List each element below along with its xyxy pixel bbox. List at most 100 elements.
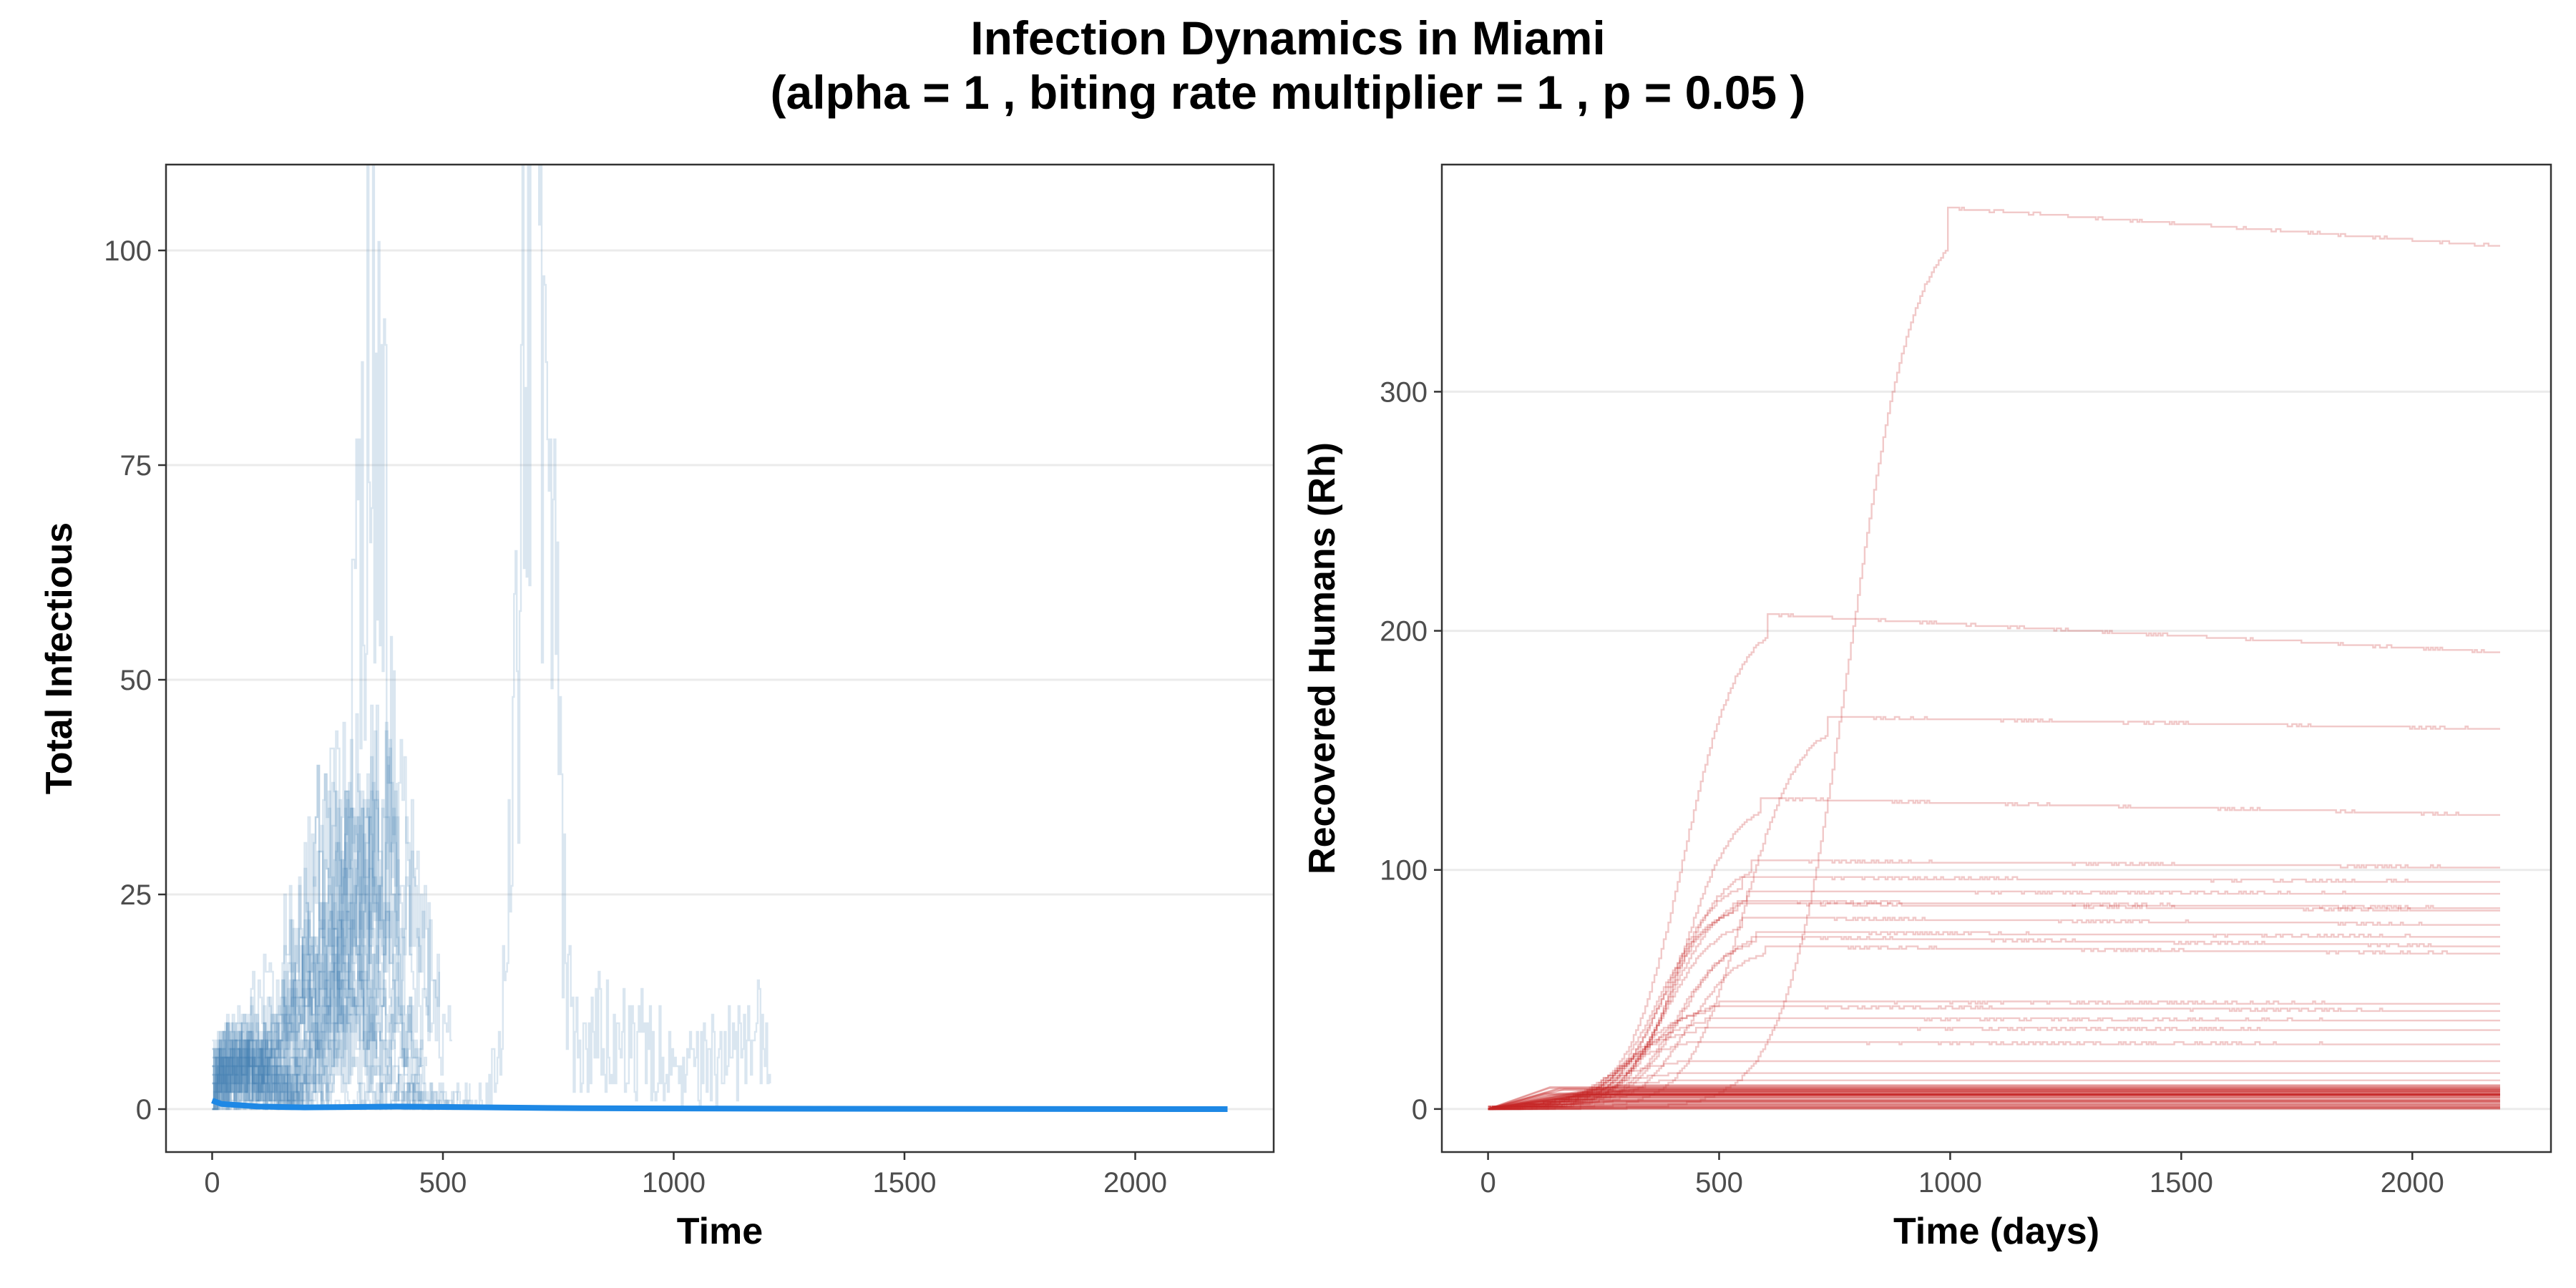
recovered-run-line xyxy=(1488,1093,2500,1111)
infectious-run-line xyxy=(212,902,422,1111)
infectious-run-line xyxy=(212,867,313,1102)
recovered-run-line xyxy=(1488,1103,2500,1111)
recovered-run-line xyxy=(1488,1091,2500,1111)
figure-title-line1: Infection Dynamics in Miami xyxy=(970,11,1606,64)
recovered-run-line xyxy=(1488,1087,2500,1111)
recovered-run-line xyxy=(1488,945,2500,1111)
y-tick-label: 75 xyxy=(120,450,152,482)
infectious-run-line xyxy=(212,713,427,1111)
recovered-run-line xyxy=(1488,1095,2500,1111)
x-tick-label: 1000 xyxy=(642,1167,706,1199)
recovered-run-line xyxy=(1488,1088,2500,1111)
y-tick-label: 100 xyxy=(1380,855,1428,887)
recovered-run-line xyxy=(1488,797,2500,1111)
recovered-run-line xyxy=(1488,936,2500,1111)
recovered-run-line xyxy=(1488,716,2500,1111)
y-tick-label: 0 xyxy=(1412,1094,1428,1126)
recovered-run-line xyxy=(1488,1104,2500,1111)
recovered-run-line xyxy=(1488,1092,2500,1111)
y-tick-label: 200 xyxy=(1380,616,1428,648)
y-axis-label: Recovered Humans (Rh) xyxy=(1302,442,1343,874)
recovered-run-line xyxy=(1488,1093,2500,1111)
x-tick-label: 2000 xyxy=(2381,1167,2444,1199)
recovered-run-line xyxy=(1488,1090,2500,1111)
right-panel-recovered: 0 500 1000 1500 2000 0 100 200 300 Time (days) Rec… xyxy=(1302,163,2552,1252)
infectious-run-line xyxy=(212,970,344,1111)
recovered-run-line xyxy=(1488,1017,2500,1111)
recovered-run-line xyxy=(1488,890,2500,1111)
recovered-run-line xyxy=(1488,1084,2500,1111)
recovered-run-line xyxy=(1488,1098,2500,1111)
x-tick-label: 0 xyxy=(1480,1167,1496,1199)
infectious-run-line xyxy=(212,704,429,1102)
figure-title-line2: (alpha = 1 , biting rate multiplier = 1 … xyxy=(771,66,1806,119)
recovered-run-line xyxy=(1488,1103,2500,1111)
y-tick-label: 300 xyxy=(1380,376,1428,408)
infectious-run-line xyxy=(212,919,459,1111)
x-tick-label: 1500 xyxy=(2150,1167,2213,1199)
recovered-run-line xyxy=(1488,1089,2500,1111)
recovered-run-line xyxy=(1488,613,2500,1111)
panel-border xyxy=(165,163,1275,1153)
infectious-run-line xyxy=(212,859,414,1111)
recovered-run-line xyxy=(1488,1091,2500,1111)
x-tick-label: 500 xyxy=(1695,1167,1743,1199)
recovered-run-line xyxy=(1488,900,2500,1111)
infectious-run-line xyxy=(212,1039,313,1111)
left-panel-infectious: 0 500 1000 1500 2000 0 25 50 75 100 Time Total Infe… xyxy=(39,163,1275,1252)
recovered-run-line xyxy=(1488,1101,2500,1111)
recovered-run-line xyxy=(1488,1060,2500,1111)
recovered-run-line xyxy=(1488,1100,2500,1111)
infectious-run-line xyxy=(212,910,435,1111)
recovered-run-line xyxy=(1488,1102,2500,1111)
y-tick-label: 50 xyxy=(120,665,152,696)
infectious-run-line xyxy=(212,790,424,1111)
axes: 0 500 1000 1500 2000 0 25 50 75 100 Time Total Infe… xyxy=(39,235,1167,1252)
recovered-run-line xyxy=(1488,1088,2500,1111)
x-tick-label: 1500 xyxy=(873,1167,937,1199)
recovered-run-line xyxy=(1488,1087,2500,1110)
axes: 0 500 1000 1500 2000 0 100 200 300 Time (days) Rec… xyxy=(1302,376,2444,1252)
y-tick-label: 25 xyxy=(120,879,152,911)
infectious-run-line xyxy=(212,1013,324,1111)
recovered-run-line xyxy=(1488,1093,2500,1111)
infectious-run-line xyxy=(212,730,378,1111)
recovered-run-line xyxy=(1488,1086,2500,1110)
x-tick-label: 1000 xyxy=(1918,1167,1982,1199)
recovered-run-line xyxy=(1488,1084,2500,1111)
series-recovered-runs xyxy=(1488,206,2500,1111)
infectious-run-line xyxy=(212,790,440,1111)
recovered-run-line xyxy=(1488,1088,2500,1111)
infectious-run-line xyxy=(212,910,408,1102)
recovered-run-line xyxy=(1488,1106,2500,1111)
gridlines xyxy=(1442,390,2551,1111)
recovered-run-line xyxy=(1488,1093,2500,1111)
recovered-run-line xyxy=(1488,1072,2500,1111)
recovered-run-line xyxy=(1488,1107,2500,1111)
panel-border xyxy=(1440,163,2552,1153)
recovered-run-line xyxy=(1488,1093,2500,1111)
y-axis-label: Total Infectious xyxy=(39,522,80,794)
recovered-run-line xyxy=(1488,876,2500,1111)
recovered-run-line xyxy=(1488,1107,2500,1111)
infectious-run-line xyxy=(212,867,422,1111)
recovered-run-line xyxy=(1488,1041,2500,1111)
x-tick-label: 500 xyxy=(419,1167,467,1199)
recovered-run-line xyxy=(1488,1027,2500,1111)
recovered-run-line xyxy=(1488,1106,2500,1111)
y-tick-label: 100 xyxy=(104,235,152,267)
x-tick-label: 2000 xyxy=(1103,1167,1167,1199)
recovered-run-line xyxy=(1488,1094,2500,1111)
infectious-run-line xyxy=(212,730,452,1111)
x-axis-label: Time (days) xyxy=(1893,1211,2099,1252)
recovered-run-line xyxy=(1488,1099,2500,1111)
recovered-run-line xyxy=(1488,1101,2500,1111)
recovered-run-line xyxy=(1488,1101,2500,1111)
recovered-run-line xyxy=(1488,1106,2500,1111)
recovered-run-line xyxy=(1488,1097,2500,1111)
recovered-run-line xyxy=(1488,859,2500,1111)
recovered-run-line xyxy=(1488,1005,2500,1111)
recovered-run-line xyxy=(1488,1089,2500,1111)
recovered-run-line xyxy=(1488,1000,2500,1111)
